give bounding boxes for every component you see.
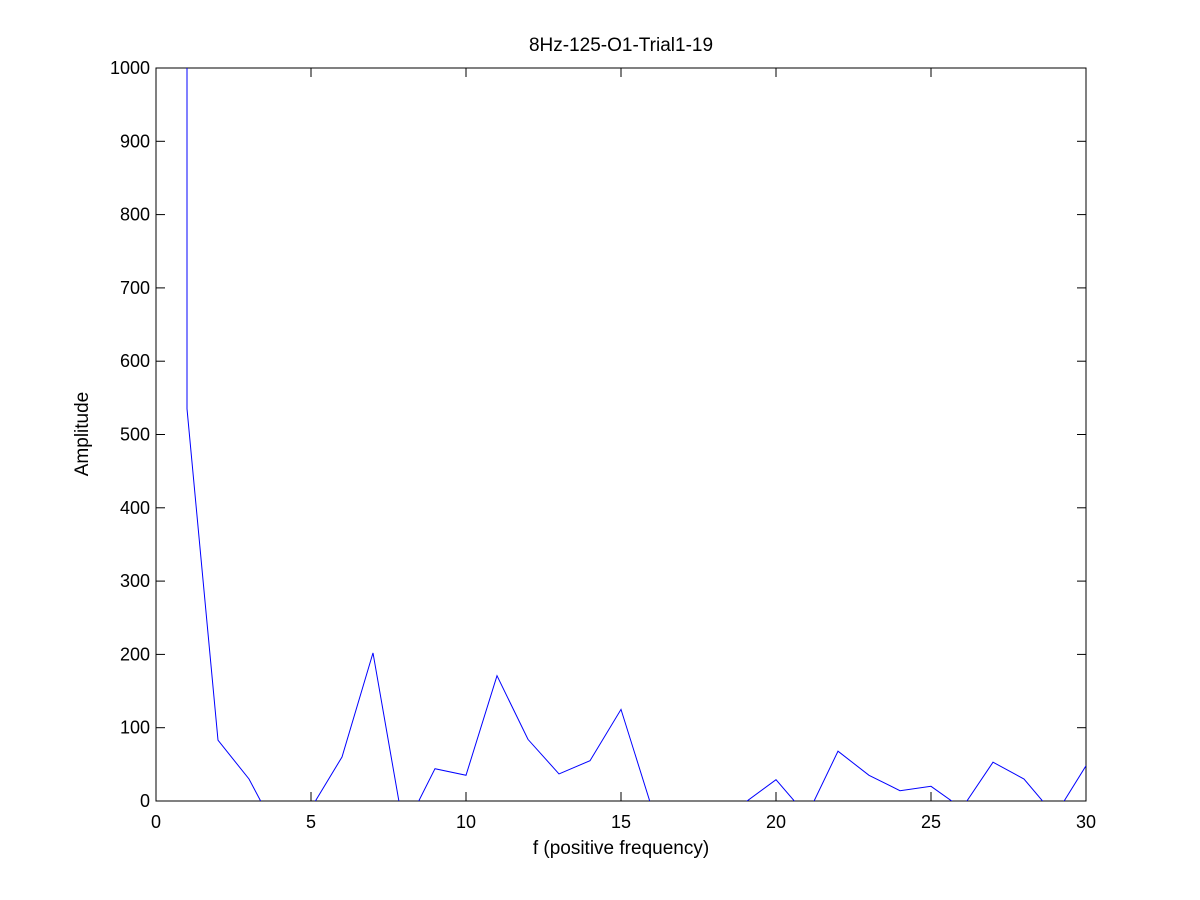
y-tick-label: 0 xyxy=(140,791,150,811)
x-tick-label: 15 xyxy=(611,812,631,832)
plot-area xyxy=(155,67,1087,802)
y-tick-label: 300 xyxy=(120,571,150,591)
x-tick-label: 20 xyxy=(766,812,786,832)
y-axis-title: Amplitude xyxy=(72,392,93,477)
series-line-0 xyxy=(186,68,1086,801)
x-tick-label: 0 xyxy=(151,812,161,832)
y-tick-label: 600 xyxy=(120,351,150,371)
x-tick-label: 5 xyxy=(306,812,316,832)
y-tick-label: 800 xyxy=(120,205,150,225)
x-tick-label: 25 xyxy=(921,812,941,832)
y-tick-label: 200 xyxy=(120,644,150,664)
y-tick-label: 900 xyxy=(120,131,150,151)
y-tick-label: 700 xyxy=(120,278,150,298)
y-tick-label: 100 xyxy=(120,718,150,738)
x-axis-title: f (positive frequency) xyxy=(533,838,709,859)
x-tick-label: 10 xyxy=(456,812,476,832)
axis-ticks: 0 5 10 15 20 25 300100200300400500600700800900… xyxy=(110,58,1096,832)
x-tick-label: 30 xyxy=(1076,812,1096,832)
y-tick-label: 400 xyxy=(120,498,150,518)
chart-title: 8Hz-125-O1-Trial1-19 xyxy=(529,35,713,56)
y-tick-label: 1000 xyxy=(110,58,150,78)
y-tick-label: 500 xyxy=(120,425,150,445)
series-layer xyxy=(186,68,1086,801)
